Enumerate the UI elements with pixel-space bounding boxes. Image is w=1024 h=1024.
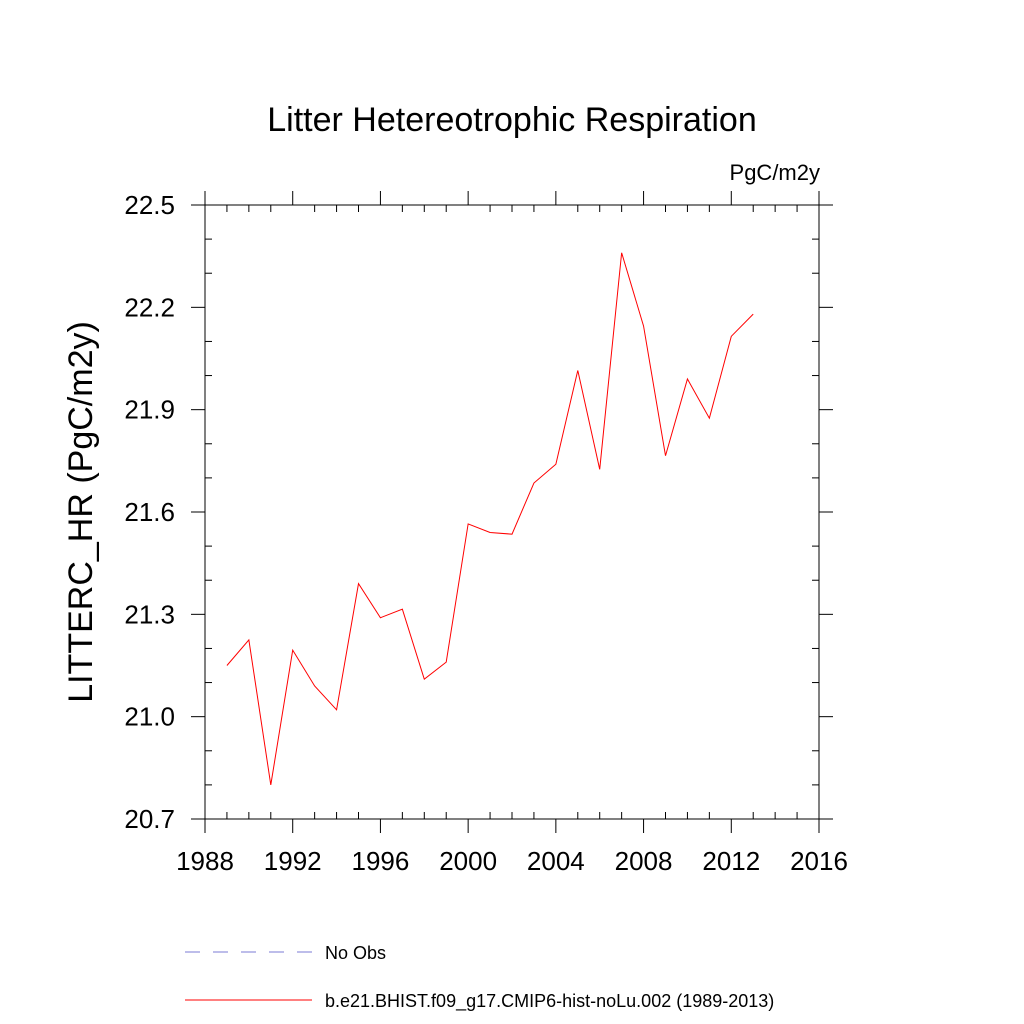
x-tick-label: 2000 bbox=[439, 846, 497, 876]
x-tick-label: 2016 bbox=[790, 846, 848, 876]
legend-label: b.e21.BHIST.f09_g17.CMIP6-hist-noLu.002 … bbox=[325, 991, 774, 1012]
legend: No Obs b.e21.BHIST.f09_g17.CMIP6-hist-noL… bbox=[185, 943, 774, 1012]
x-tick-label: 1992 bbox=[264, 846, 322, 876]
x-tick-label: 2004 bbox=[527, 846, 585, 876]
x-tick-label: 2012 bbox=[702, 846, 760, 876]
y-tick-label: 22.2 bbox=[124, 292, 175, 322]
plot-frame bbox=[204, 204, 820, 820]
series-line bbox=[226, 252, 754, 785]
y-tick-label: 21.9 bbox=[124, 395, 175, 425]
y-tick-label: 21.0 bbox=[124, 702, 175, 732]
x-tick-label: 1988 bbox=[176, 846, 234, 876]
units-label: PgC/m2y bbox=[730, 160, 820, 185]
x-tick-label: 2008 bbox=[615, 846, 673, 876]
axis-ticks bbox=[191, 191, 833, 833]
series-layer bbox=[226, 252, 754, 785]
y-tick-label: 22.5 bbox=[124, 190, 175, 220]
legend-label: No Obs bbox=[325, 943, 386, 963]
y-axis-label: LITTERC_HR (PgC/m2y) bbox=[62, 321, 100, 703]
chart-title: Litter Hetereotrophic Respiration bbox=[267, 101, 756, 139]
y-tick-label: 20.7 bbox=[124, 804, 175, 834]
x-tick-label: 1996 bbox=[352, 846, 410, 876]
y-tick-label: 21.6 bbox=[124, 497, 175, 527]
axis-tick-labels: 1988 1992 1996 2000 2004 2008 2012 2016 20.7 21.0… bbox=[124, 190, 848, 876]
y-tick-label: 21.3 bbox=[124, 599, 175, 629]
